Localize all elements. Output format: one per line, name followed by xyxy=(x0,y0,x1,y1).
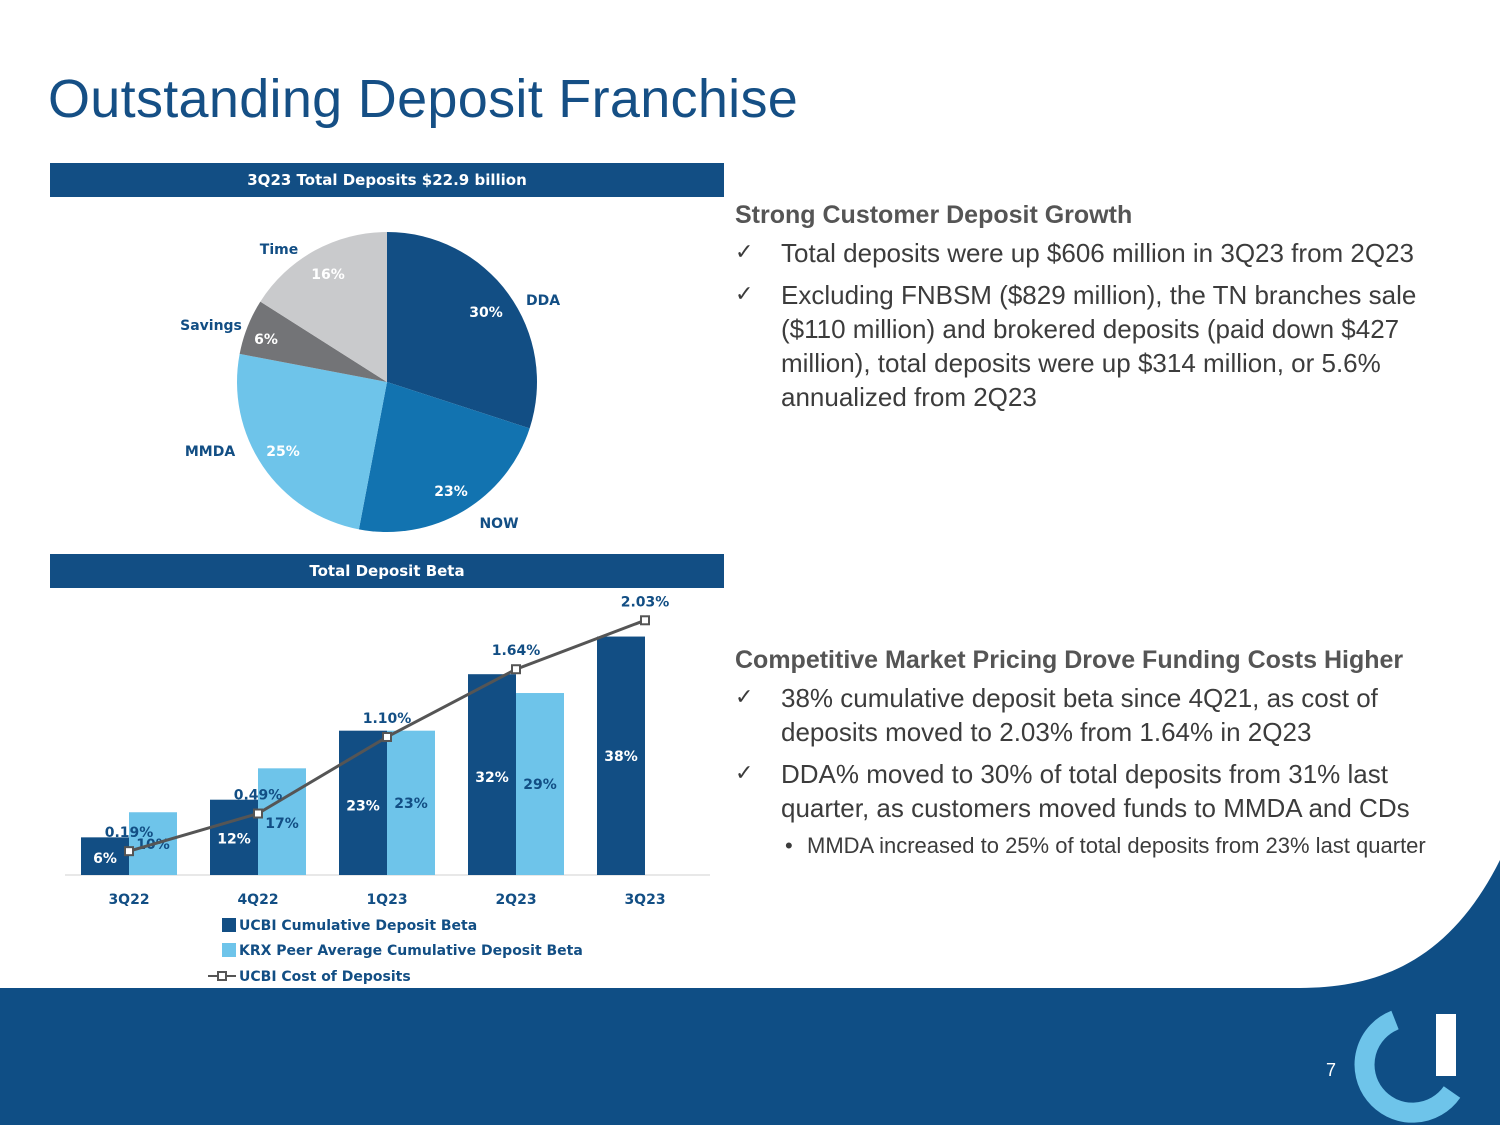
check-icon: ✓ xyxy=(735,282,754,307)
bar-peer-beta xyxy=(387,730,435,875)
bar-ucbi-beta xyxy=(468,674,516,875)
pie-slice-savings xyxy=(239,301,387,382)
line-value-label: 0.19% xyxy=(105,825,154,841)
check-bullet: ✓ DDA% moved to 30% of total deposits fr… xyxy=(735,757,1455,825)
pie-category-label: NOW xyxy=(479,516,518,532)
pie-slice-mmda xyxy=(236,353,387,530)
sub-bullet: • MMDA increased to 25% of total deposit… xyxy=(735,833,1455,859)
bullet-text: Excluding FNBSM ($829 million), the TN b… xyxy=(781,280,1417,412)
pie-slice-dda xyxy=(387,232,537,429)
x-tick-label: 3Q22 xyxy=(108,892,149,908)
bar-label-ucbi: 23% xyxy=(346,799,380,815)
check-icon: ✓ xyxy=(735,761,754,786)
line-value-label: 2.03% xyxy=(621,594,670,610)
section-heading: Competitive Market Pricing Drove Funding… xyxy=(735,646,1404,674)
pie-category-label: MMDA xyxy=(185,444,235,460)
line-value-label: 1.64% xyxy=(492,643,541,659)
line-value-label: 1.10% xyxy=(363,711,412,727)
pie-value-label: 30% xyxy=(469,305,503,321)
bar-label-ucbi: 38% xyxy=(604,749,638,765)
page-number: 7 xyxy=(1326,1060,1337,1080)
bar-peer-beta xyxy=(258,768,306,875)
pie-slice-now xyxy=(358,382,530,532)
page-title: Outstanding Deposit Franchise xyxy=(48,69,799,129)
bar-chart-header: Total Deposit Beta xyxy=(50,554,724,588)
check-icon: ✓ xyxy=(735,240,754,265)
x-tick-label: 1Q23 xyxy=(366,892,407,908)
bar-label-peer: 29% xyxy=(523,777,557,793)
bar-peer-beta xyxy=(516,693,564,875)
sub-bullet-text: MMDA increased to 25% of total deposits … xyxy=(807,833,1426,858)
check-icon: ✓ xyxy=(735,685,754,710)
pie-slice-time xyxy=(260,232,387,382)
pie-value-label: 16% xyxy=(311,267,345,283)
legend-label: UCBI Cost of Deposits xyxy=(239,969,411,985)
line-point-marker xyxy=(640,615,650,626)
line-point-marker xyxy=(382,731,392,742)
bullet-text: DDA% moved to 30% of total deposits from… xyxy=(781,759,1410,823)
legend-marker-cost xyxy=(217,971,227,981)
funding-costs-section: Competitive Market Pricing Drove Funding… xyxy=(735,643,1455,859)
pie-category-label: Time xyxy=(260,242,298,258)
bar-ucbi-beta xyxy=(210,799,258,875)
section-heading: Strong Customer Deposit Growth xyxy=(735,201,1133,229)
pie-value-label: 23% xyxy=(434,484,468,500)
bar-ucbi-beta xyxy=(597,636,645,875)
line-value-label: 0.49% xyxy=(234,788,283,804)
x-tick-label: 2Q23 xyxy=(495,892,536,908)
legend-swatch-ucbi xyxy=(222,918,236,932)
x-tick-label: 4Q22 xyxy=(237,892,278,908)
pie-category-label: DDA xyxy=(526,293,560,309)
legend-swatch-peer xyxy=(222,943,236,957)
bullet-text: Total deposits were up $606 million in 3… xyxy=(781,238,1415,268)
bullet-dot-icon: • xyxy=(785,833,793,858)
check-bullet: ✓ 38% cumulative deposit beta since 4Q21… xyxy=(735,681,1455,749)
pie-chart-header: 3Q23 Total Deposits $22.9 billion xyxy=(50,163,724,197)
check-bullet: ✓ Excluding FNBSM ($829 million), the TN… xyxy=(735,278,1455,414)
line-point-marker xyxy=(511,664,521,675)
legend-label: UCBI Cumulative Deposit Beta xyxy=(239,918,477,934)
bar-label-ucbi: 6% xyxy=(93,851,117,867)
bar-label-ucbi: 12% xyxy=(217,832,251,848)
pie-value-label: 25% xyxy=(266,444,300,460)
check-bullet: ✓ Total deposits were up $606 million in… xyxy=(735,236,1455,270)
bar-ucbi-beta xyxy=(339,730,387,875)
line-point-marker xyxy=(124,846,134,857)
bullet-text: 38% cumulative deposit beta since 4Q21, … xyxy=(781,683,1378,747)
deposit-growth-section: Strong Customer Deposit Growth ✓ Total d… xyxy=(735,198,1455,422)
bar-label-peer: 17% xyxy=(265,816,299,832)
logo-bar-icon xyxy=(1436,1014,1456,1076)
footer-bar xyxy=(0,988,1500,1125)
pie-value-label: 6% xyxy=(254,332,278,348)
x-tick-label: 3Q23 xyxy=(624,892,665,908)
line-point-marker xyxy=(253,808,263,819)
logo-arc-icon xyxy=(1354,1010,1461,1123)
bar-label-peer: 23% xyxy=(394,796,428,812)
legend-label: KRX Peer Average Cumulative Deposit Beta xyxy=(239,943,583,959)
pie-category-label: Savings xyxy=(180,318,242,334)
bar-ucbi-beta xyxy=(81,837,129,875)
bar-label-ucbi: 32% xyxy=(475,770,509,786)
